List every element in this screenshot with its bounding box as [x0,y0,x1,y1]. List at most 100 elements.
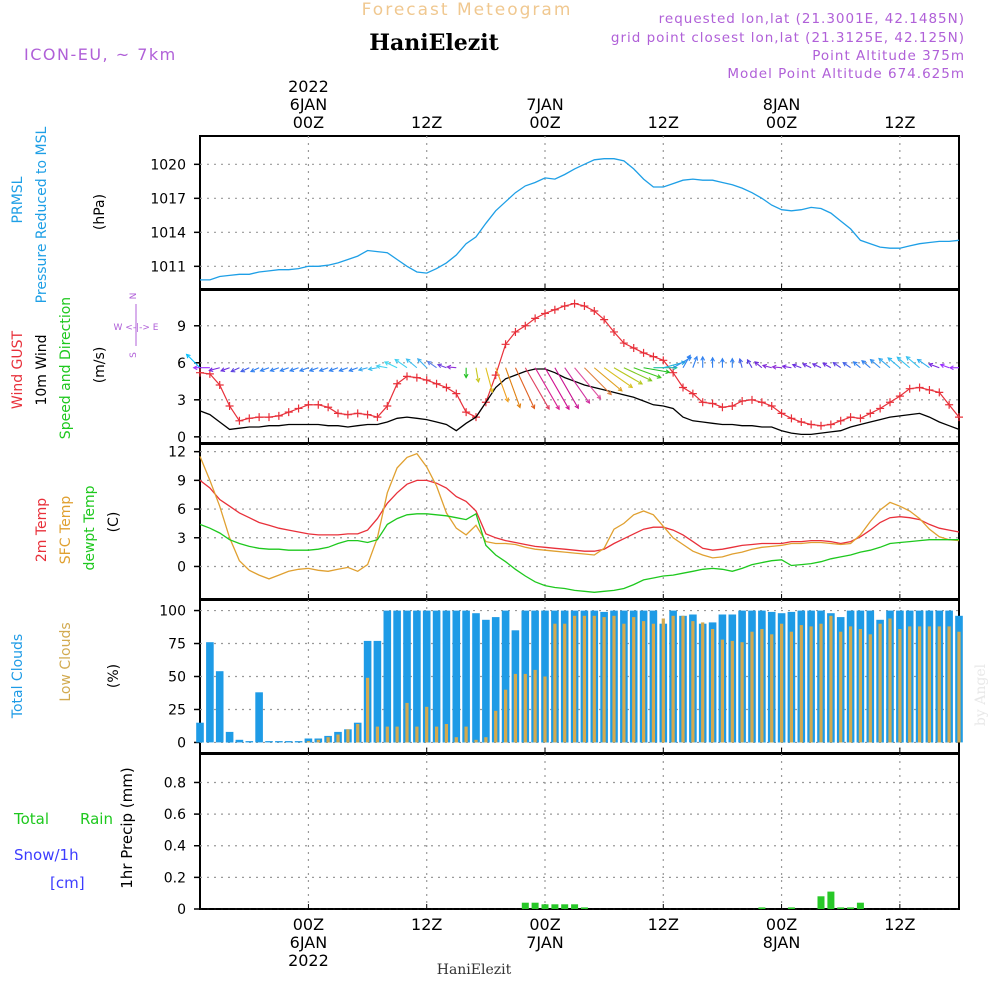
pressure-unit: (hPa) [92,194,108,230]
total-cloud-bar [383,610,392,743]
gust-marker [905,384,914,393]
wind-arrow [240,367,250,373]
low-cloud-bar [582,615,586,743]
gust-marker [836,416,845,425]
y-tick-label: 0.6 [164,807,186,823]
wind-arrow [812,363,822,369]
wind-unit: (m/s) [92,347,108,384]
low-cloud-bar [839,631,843,743]
precip-snow-label: Snow/1h [14,846,79,864]
low-cloud-bar [789,631,793,743]
wind-arrow [250,367,260,373]
wind-arrow [384,361,398,369]
wind-arrow-head [746,358,752,364]
total-cloud-bar [501,610,510,743]
wind-frame [199,289,960,444]
gust-marker [501,340,510,349]
total-cloud-bar [255,692,263,743]
rain-bar [551,904,559,909]
low-cloud-bar [602,617,606,743]
gust-marker [846,413,855,422]
low-cloud-bar [573,615,577,743]
wind-arrow-head [405,358,411,364]
wind-arrow [231,367,240,373]
low-cloud-bar [336,734,340,743]
wind-arrow [623,367,652,382]
wind-arrow-head [463,373,469,379]
low-cloud-bar [937,626,941,743]
wind-arrow-head [259,367,265,372]
wind-y-ticks: 0 3 6 9 [177,319,901,446]
gust-marker [886,398,894,407]
wind-arrow-head [375,364,381,369]
wind-arrow-head [192,365,198,371]
wind-arrow-head [754,361,760,366]
wind-arrow-head [208,367,214,373]
gust-line [199,302,960,427]
y-tick-label: 3 [177,393,186,409]
pressure-grid [200,136,959,289]
top-time-label: 00Z [293,113,324,132]
total-cloud-bar [373,640,382,743]
rain-bar [580,907,588,909]
gust-marker [915,383,924,392]
total-cloud-bar [482,619,490,743]
wind-arrow [475,367,480,383]
wind-arrow [842,362,851,369]
low-cloud-bar [346,729,350,743]
wind-arrow-head [638,380,644,385]
wind-arrow-head [269,367,275,372]
wind-arrow-head [585,399,591,405]
wind-arrow [906,356,920,369]
low-cloud-bar [740,642,744,743]
low-cloud-bar [415,726,419,743]
wind-arrow-head [565,405,570,411]
wind-arrow [209,367,220,372]
gust-marker [659,356,668,365]
low-cloud-bar [671,615,675,743]
wind-arrow-head [842,361,848,367]
bottom-time-label: 2022 [288,951,329,970]
gust-marker [412,373,421,382]
rain-bar [847,907,855,909]
gust-marker [619,339,628,348]
wind-label: 10m Wind [34,334,50,405]
wind-arrow [280,367,289,372]
total-cloud-bar [452,610,461,743]
wind-arrow-head [596,394,602,400]
clouds-y-ticks: 0 25 50 75 100 [159,604,901,753]
total-cloud-bar [304,738,313,743]
total-cloud-bar [206,642,214,743]
temperature-frame [199,443,960,600]
total-cloud-bar [403,610,411,743]
rain-bar [521,902,529,909]
precip-bars [200,891,959,910]
rain-bar [837,907,845,909]
bottom-time-label: 12Z [648,915,679,934]
low-cloud-bar [316,739,320,743]
precip-rain-label: Rain [80,810,113,828]
wind-arrow-head [436,363,442,369]
gust-marker [373,413,382,422]
wind-arrow [186,353,201,369]
precip-cm-label: [cm] [50,874,85,892]
wind-arrow [564,367,590,404]
gust-marker [797,418,806,427]
model-point-altitude: Model Point Altitude 674.625m [727,66,965,82]
wind-arrow [368,367,378,370]
y-tick-label: 1014 [150,225,186,241]
wind-arrow [554,367,579,409]
gust-marker [274,411,283,420]
wind-arrow [584,367,612,395]
wind-speed-line [199,368,960,436]
low-cloud-bar [918,626,922,743]
wind-grid [200,290,959,443]
wind-arrow-head [693,355,699,361]
gust-marker [521,321,530,330]
low-cloud-bar [711,629,715,743]
wind-arrow-head [348,367,354,372]
rain-bar [787,907,795,909]
bottom-time-label: 00Z [766,915,797,934]
wind-arrow-head [948,365,954,371]
low-cloud-bar [849,626,853,743]
